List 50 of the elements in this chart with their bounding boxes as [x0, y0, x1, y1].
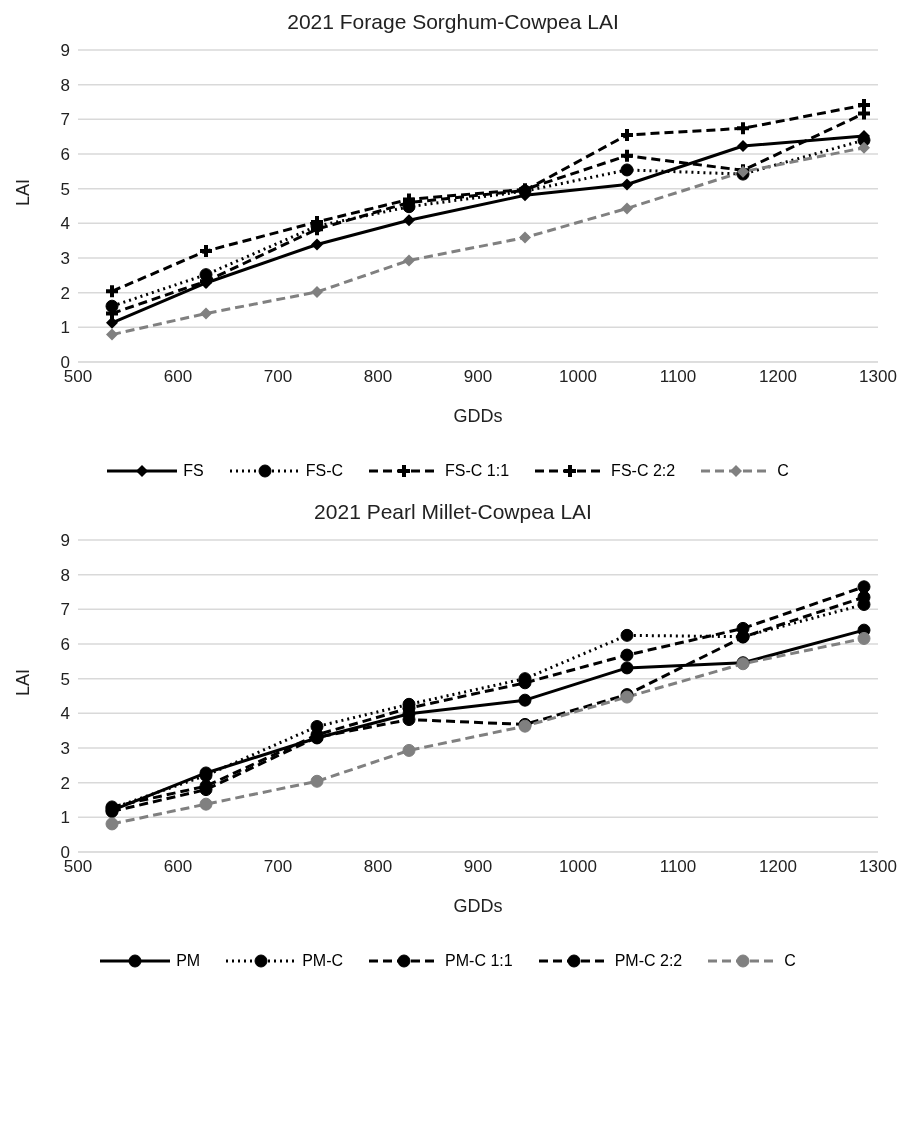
legend-label: PM-C 2:2 [614, 952, 683, 970]
legend-label: PM-C 1:1 [445, 952, 513, 970]
x-tick-label: 900 [463, 857, 493, 877]
legend-label: PM [176, 952, 201, 970]
legend-label: FS-C 2:2 [611, 462, 676, 480]
legend-label: C [777, 462, 789, 480]
y-tick-label: 6 [60, 635, 70, 655]
x-axis-title: GDDs [453, 896, 503, 916]
x-tick-label: 1200 [759, 367, 797, 387]
x-axis-title: GDDs [453, 406, 503, 426]
y-tick-label: 7 [60, 600, 70, 620]
y-tick-label: 3 [60, 739, 70, 759]
legend-label: FS-C [305, 462, 344, 480]
chart-title: 2021 Pearl Millet-Cowpea LAI [313, 500, 593, 524]
y-tick-label: 3 [60, 249, 70, 269]
y-tick-label: 1 [60, 808, 70, 828]
x-tick-label: 800 [363, 857, 393, 877]
y-tick-label: 7 [60, 110, 70, 130]
y-axis-title: LAI [13, 178, 34, 206]
legend-label: PM-C [302, 952, 344, 970]
y-axis-title: LAI [13, 668, 34, 696]
x-tick-label: 800 [363, 367, 393, 387]
y-tick-label: 2 [60, 283, 70, 303]
y-tick-label: 8 [60, 565, 70, 585]
legend-label: FS-C 1:1 [445, 462, 510, 480]
x-tick-label: 1300 [859, 367, 897, 387]
x-tick-label: 700 [263, 367, 293, 387]
y-tick-label: 5 [60, 669, 70, 689]
y-tick-label: 9 [60, 531, 70, 551]
x-tick-label: 1300 [859, 857, 897, 877]
y-tick-label: 5 [60, 179, 70, 199]
y-tick-label: 4 [60, 704, 70, 724]
y-tick-label: 6 [60, 145, 70, 165]
legend-label: C [784, 952, 796, 970]
x-tick-label: 700 [263, 857, 293, 877]
x-tick-label: 1100 [659, 367, 697, 387]
legend-label: FS [183, 462, 204, 480]
x-tick-label: 900 [463, 367, 493, 387]
chart-title: 2021 Forage Sorghum-Cowpea LAI [286, 10, 620, 34]
y-tick-label: 1 [60, 318, 70, 338]
x-tick-label: 600 [163, 857, 193, 877]
x-tick-label: 1200 [759, 857, 797, 877]
x-tick-label: 600 [163, 367, 193, 387]
x-tick-label: 1100 [659, 857, 697, 877]
y-tick-label: 2 [60, 773, 70, 793]
y-tick-label: 8 [60, 75, 70, 95]
y-tick-label: 9 [60, 41, 70, 61]
x-tick-label: 1000 [559, 857, 597, 877]
x-tick-label: 1000 [559, 367, 597, 387]
y-tick-label: 4 [60, 214, 70, 234]
